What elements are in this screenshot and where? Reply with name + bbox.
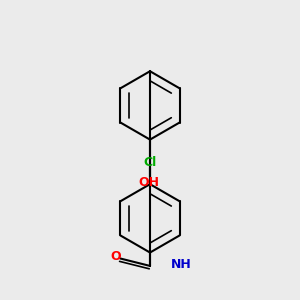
Text: OH: OH [138, 176, 159, 189]
Text: Cl: Cl [143, 156, 157, 169]
Text: NH: NH [171, 258, 192, 271]
Text: O: O [110, 250, 121, 263]
